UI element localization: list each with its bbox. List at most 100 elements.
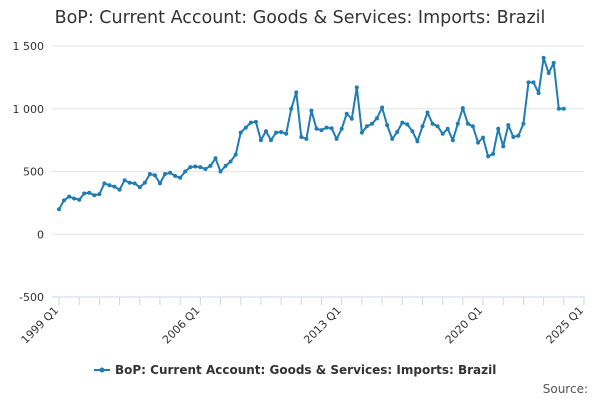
data-point — [354, 85, 359, 90]
data-point — [309, 108, 314, 113]
x-tick-label: 1999 Q1 — [19, 304, 62, 347]
data-point — [137, 185, 142, 190]
y-tick-label: 1 500 — [13, 40, 45, 53]
x-axis: 1999 Q1 2006 Q1 2013 Q1 2020 Q1 2025 Q1 — [19, 296, 587, 347]
data-point — [274, 130, 279, 135]
data-point — [289, 106, 294, 111]
data-point — [319, 128, 324, 133]
data-point — [72, 196, 77, 201]
legend-item-label: BoP: Current Account: Goods & Services: … — [115, 363, 496, 377]
y-tick-label: 0 — [37, 228, 44, 241]
data-point — [243, 125, 248, 130]
data-point — [476, 140, 480, 145]
data-point — [253, 119, 258, 124]
data-point — [329, 126, 334, 131]
data-point — [450, 138, 455, 143]
data-point — [405, 122, 410, 127]
data-point — [359, 130, 364, 135]
data-point — [168, 170, 173, 175]
series-group — [57, 55, 566, 212]
legend[interactable]: BoP: Current Account: Goods & Services: … — [94, 363, 496, 377]
y-tick-label: 500 — [23, 166, 44, 179]
data-point — [420, 124, 425, 129]
data-point — [122, 178, 127, 183]
legend-symbol-marker — [99, 367, 105, 373]
data-point — [228, 159, 233, 164]
data-point — [57, 207, 61, 212]
data-point — [188, 165, 193, 170]
data-point — [521, 121, 526, 126]
data-point — [223, 163, 228, 168]
data-point — [390, 136, 395, 141]
data-point — [178, 175, 183, 180]
data-point — [112, 184, 117, 189]
data-point — [163, 172, 167, 176]
x-tick-label: 2006 Q1 — [160, 304, 203, 347]
data-point — [516, 133, 521, 138]
data-point — [370, 121, 374, 126]
data-point — [460, 106, 465, 111]
data-point — [92, 193, 97, 198]
data-point — [400, 120, 405, 125]
data-point — [541, 55, 546, 60]
data-point — [364, 124, 369, 129]
data-point — [526, 80, 531, 85]
data-point — [62, 198, 66, 203]
data-point — [551, 60, 556, 65]
data-point — [299, 135, 304, 139]
y-tick-label: -500 — [19, 291, 44, 304]
data-point — [425, 110, 430, 115]
data-point — [511, 135, 516, 139]
data-point — [218, 169, 223, 174]
data-point — [238, 130, 243, 135]
data-point — [375, 116, 379, 121]
data-point — [380, 105, 385, 110]
data-point — [213, 156, 218, 161]
data-point — [203, 167, 208, 171]
data-point — [546, 71, 551, 75]
data-point — [198, 165, 203, 170]
data-point — [248, 120, 253, 125]
data-point — [561, 106, 566, 111]
data-point — [339, 126, 344, 131]
data-point — [264, 129, 268, 134]
data-point — [173, 173, 178, 178]
data-point — [334, 136, 339, 141]
data-point — [430, 121, 435, 126]
x-tick-label: 2020 Q1 — [443, 304, 486, 347]
data-point — [455, 121, 460, 126]
data-point — [491, 151, 496, 156]
x-tick-label: 2025 Q1 — [544, 304, 587, 347]
data-point — [349, 116, 354, 121]
grid-lines — [52, 45, 584, 298]
data-point — [233, 152, 238, 157]
data-point — [506, 123, 511, 128]
data-point — [132, 181, 137, 186]
data-point — [67, 194, 72, 199]
data-point — [496, 126, 501, 131]
data-point — [107, 183, 112, 188]
data-point — [465, 121, 470, 126]
data-point — [193, 164, 198, 169]
data-point — [486, 154, 491, 159]
data-point — [410, 129, 415, 134]
data-point — [147, 172, 152, 176]
data-point — [158, 181, 162, 186]
data-point — [97, 192, 102, 197]
x-tick-label: 2013 Q1 — [301, 304, 344, 347]
chart-title: BoP: Current Account: Goods & Services: … — [54, 8, 546, 28]
data-point — [269, 138, 273, 143]
data-point — [127, 180, 132, 185]
data-point — [415, 139, 420, 144]
source-credit[interactable]: Source: — [543, 382, 588, 396]
data-point — [258, 138, 263, 143]
data-point — [556, 106, 561, 111]
data-point — [183, 169, 188, 174]
data-point — [531, 80, 536, 85]
data-point — [501, 144, 506, 149]
data-point — [208, 163, 213, 168]
series-line — [58, 56, 564, 210]
data-point — [344, 111, 349, 116]
y-axis-ticks: 1 500 1 000 500 0 -500 — [13, 40, 45, 304]
